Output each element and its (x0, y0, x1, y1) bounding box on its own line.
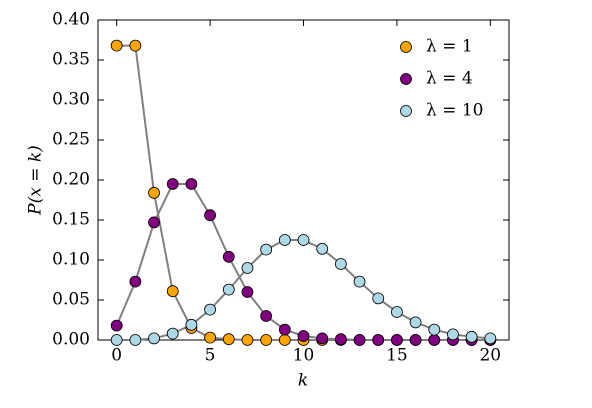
data-point (166, 178, 179, 190)
data-point (465, 330, 478, 343)
y-tick-label: 0.00 (52, 330, 90, 350)
legend-marker (400, 73, 412, 85)
x-tick-label: 10 (293, 346, 315, 366)
data-point (185, 318, 198, 331)
data-point (222, 283, 235, 296)
data-point (129, 334, 142, 346)
data-point (222, 250, 235, 263)
data-point (297, 330, 310, 342)
data-point (148, 186, 160, 199)
data-point (260, 310, 273, 322)
x-axis-label: k (298, 371, 308, 391)
data-point (278, 234, 291, 246)
data-point (241, 334, 254, 346)
y-tick-label: 0.35 (52, 50, 90, 70)
y-tick-label: 0.20 (52, 170, 90, 190)
data-point (148, 332, 160, 345)
data-point (297, 234, 310, 246)
legend-marker (400, 105, 412, 117)
data-point (260, 243, 273, 256)
series-line (115, 183, 491, 341)
data-point (110, 39, 123, 52)
data-point (110, 334, 123, 346)
data-point (129, 39, 142, 52)
data-point (222, 333, 235, 346)
data-point (204, 209, 216, 222)
data-point (391, 306, 403, 318)
data-point (148, 216, 160, 229)
legend-marker (400, 41, 412, 53)
data-point (409, 334, 422, 346)
data-point (110, 319, 123, 332)
data-point (409, 316, 422, 329)
x-tick-label: 5 (205, 346, 216, 366)
data-point (129, 275, 142, 288)
y-tick-label: 0.40 (52, 10, 90, 30)
data-point (316, 242, 329, 255)
y-tick-label: 0.25 (52, 130, 90, 150)
y-tick-label: 0.15 (52, 210, 90, 230)
legend-label: λ = 4 (426, 69, 473, 89)
data-point (391, 334, 403, 346)
y-tick-label: 0.10 (52, 250, 90, 270)
data-point (204, 303, 216, 316)
x-tick-label: 15 (386, 346, 408, 366)
x-tick-label: 20 (479, 346, 501, 366)
data-point (204, 331, 216, 344)
data-point (428, 323, 441, 336)
legend-label: λ = 10 (426, 101, 483, 121)
data-point (241, 286, 254, 298)
data-point (185, 178, 198, 190)
data-point (278, 334, 291, 346)
data-point (334, 258, 347, 270)
data-point (484, 332, 497, 345)
data-point (372, 334, 385, 346)
data-point (316, 332, 329, 345)
data-point (428, 334, 441, 346)
data-point (166, 285, 179, 298)
data-point (372, 292, 385, 305)
legend-label: λ = 1 (426, 37, 473, 57)
data-point (278, 323, 291, 336)
y-axis-label: P(x = k) (26, 145, 46, 216)
data-point (260, 334, 273, 346)
data-point (353, 334, 366, 346)
y-tick-label: 0.30 (52, 90, 90, 110)
data-point (241, 262, 254, 274)
data-point (166, 327, 179, 340)
data-point (334, 333, 347, 346)
y-tick-label: 0.05 (52, 290, 90, 310)
data-point (447, 328, 459, 341)
data-point (353, 275, 366, 288)
x-tick-label: 0 (111, 346, 122, 366)
